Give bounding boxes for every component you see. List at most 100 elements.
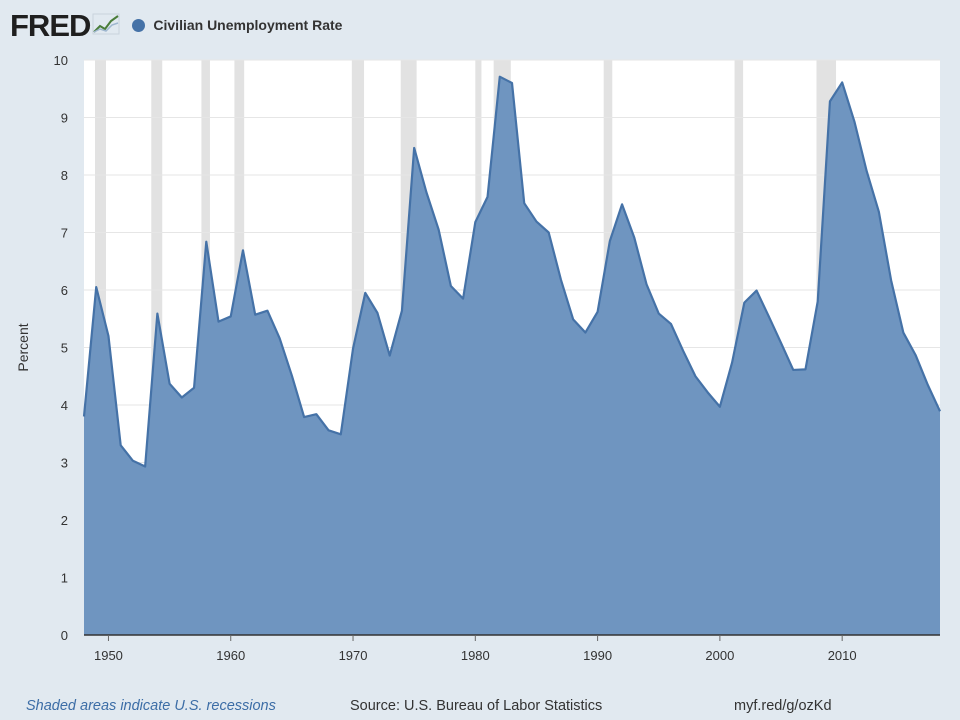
data-point (572, 318, 574, 320)
y-tick-label: 10 (54, 53, 68, 68)
data-point (266, 310, 268, 312)
data-point (278, 337, 280, 339)
legend-marker (132, 18, 146, 32)
data-point (547, 231, 549, 233)
data-point (156, 312, 158, 314)
data-point (376, 312, 378, 314)
data-point (584, 331, 586, 333)
data-point (853, 120, 855, 122)
data-point (474, 221, 476, 223)
y-axis-label: Percent (15, 323, 31, 371)
data-point (119, 444, 121, 446)
x-tick-label: 1950 (94, 648, 123, 663)
data-point (706, 391, 708, 393)
x-tick-label: 1960 (216, 648, 245, 663)
data-point (132, 460, 134, 462)
data-point (499, 75, 501, 77)
x-tick-label: 1980 (461, 648, 490, 663)
data-point (535, 220, 537, 222)
x-tick-label: 1990 (583, 648, 612, 663)
data-point (523, 202, 525, 204)
data-point (939, 410, 941, 412)
data-point (670, 323, 672, 325)
x-tick-label: 2010 (828, 648, 857, 663)
data-point (352, 347, 354, 349)
data-point (462, 297, 464, 299)
data-point (327, 429, 329, 431)
data-point (768, 315, 770, 317)
data-point (792, 369, 794, 371)
data-point (425, 191, 427, 193)
data-point (389, 354, 391, 356)
data-point (890, 279, 892, 281)
x-tick-label: 1970 (339, 648, 368, 663)
recession-note[interactable]: Shaded areas indicate U.S. recessions (26, 698, 276, 714)
y-tick-label: 3 (61, 456, 68, 471)
data-point (682, 350, 684, 352)
data-point (645, 283, 647, 285)
data-point (486, 196, 488, 198)
data-point (743, 301, 745, 303)
data-point (230, 315, 232, 317)
data-point (315, 413, 317, 415)
data-point (560, 278, 562, 280)
data-point (511, 82, 513, 84)
data-point (437, 228, 439, 230)
data-point (340, 433, 342, 435)
data-point (450, 285, 452, 287)
y-tick-label: 9 (61, 111, 68, 126)
data-point (181, 396, 183, 398)
data-point (817, 300, 819, 302)
y-tick-label: 7 (61, 226, 68, 241)
data-point (217, 320, 219, 322)
data-point (902, 331, 904, 333)
y-tick-label: 5 (61, 341, 68, 356)
data-point (829, 100, 831, 102)
y-tick-label: 4 (61, 398, 68, 413)
data-point (927, 384, 929, 386)
data-point (694, 375, 696, 377)
data-point (83, 415, 85, 417)
data-point (841, 81, 843, 83)
chart-legend[interactable]: Civilian Unemployment Rate (132, 17, 342, 33)
data-point (878, 211, 880, 213)
data-point (609, 240, 611, 242)
data-point (914, 354, 916, 356)
y-tick-label: 1 (61, 571, 68, 586)
data-point (804, 368, 806, 370)
data-point (865, 170, 867, 172)
fred-logo[interactable]: FRED (10, 7, 91, 43)
series-line (82, 75, 941, 468)
data-point (254, 314, 256, 316)
data-point (731, 361, 733, 363)
legend-label: Civilian Unemployment Rate (153, 17, 343, 33)
data-point (596, 311, 598, 313)
y-tick-label: 2 (61, 513, 68, 528)
fred-sparkline-icon (92, 13, 120, 35)
y-tick-label: 6 (61, 283, 68, 298)
series-area (84, 76, 940, 636)
x-tick-label: 2000 (705, 648, 734, 663)
y-tick-label: 8 (61, 168, 68, 183)
data-point (291, 374, 293, 376)
data-point (780, 342, 782, 344)
data-point (107, 335, 109, 337)
data-point (658, 312, 660, 314)
data-point (401, 310, 403, 312)
header: FRED Civilian Unemployment Rate (10, 8, 342, 42)
data-point (303, 416, 305, 418)
data-point (242, 249, 244, 251)
y-tick-label: 0 (61, 628, 68, 643)
source-note: Source: U.S. Bureau of Labor Statistics (350, 698, 603, 714)
data-point (205, 241, 207, 243)
data-point (144, 465, 146, 467)
data-point (364, 292, 366, 294)
data-point (719, 406, 721, 408)
short-url-link[interactable]: myf.red/g/ozKd (734, 698, 832, 714)
data-point (621, 203, 623, 205)
data-point (413, 147, 415, 149)
data-point (168, 383, 170, 385)
data-point (755, 289, 757, 291)
data-point (95, 286, 97, 288)
